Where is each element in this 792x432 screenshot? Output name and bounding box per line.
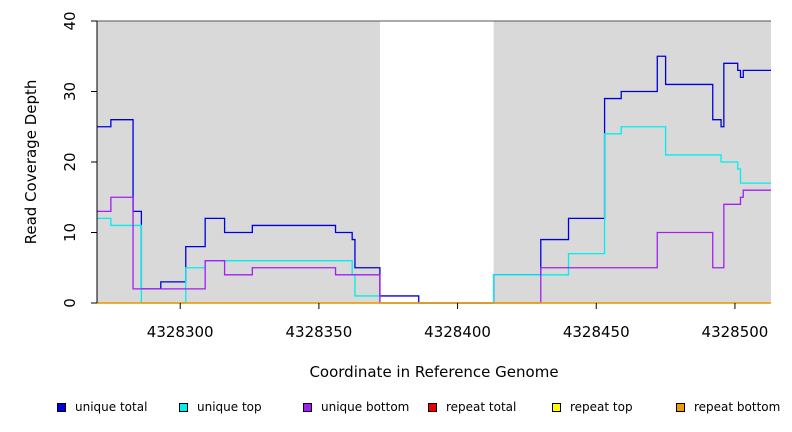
legend-label: repeat bottom [694,400,781,414]
legend: unique total unique top unique bottom re… [0,400,792,420]
legend-item-unique-top: unique top [179,400,262,414]
legend-swatch-repeat-bottom [676,402,685,412]
series-line-unique-bottom [97,189,771,304]
legend-swatch-unique-total [57,402,66,412]
x-tick-label: 4328400 [424,323,491,341]
legend-item-unique-total: unique total [57,400,147,414]
legend-item-repeat-total: repeat total [428,400,516,414]
legend-swatch-unique-top [179,402,188,412]
legend-swatch-repeat-top [552,402,561,412]
x-tick-label: 4328300 [147,323,214,341]
legend-label: repeat top [570,400,633,414]
y-tick-label: 0 [61,298,79,308]
y-axis-label: Read Coverage Depth [22,80,40,245]
coverage-chart: 0 10 20 30 40 4328300 4328350 4328400 4328450 432… [22,11,771,381]
x-axis-label: Coordinate in Reference Genome [309,363,558,381]
legend-item-repeat-bottom: repeat bottom [676,400,780,414]
axes: 0 10 20 30 40 4328300 4328350 4328400 4328450 432… [61,11,771,341]
legend-label: unique total [75,400,148,414]
y-tick-label: 20 [61,152,79,171]
series-line-unique-top [97,126,771,304]
legend-label: unique bottom [321,400,410,414]
legend-item-unique-bottom: unique bottom [303,400,409,414]
legend-item-repeat-top: repeat top [552,400,633,414]
shaded-region-0 [97,21,380,303]
legend-swatch-repeat-total [428,402,437,412]
shaded-regions [97,21,771,303]
series-lines [97,55,771,304]
x-tick-label: 4328500 [702,323,769,341]
x-tick-label: 4328450 [563,323,630,341]
y-tick-label: 10 [61,223,79,242]
y-tick-label: 40 [61,11,79,30]
legend-label: unique top [197,400,262,414]
x-tick-label: 4328350 [285,323,352,341]
legend-label: repeat total [446,400,517,414]
legend-swatch-unique-bottom [303,402,312,412]
y-tick-label: 30 [61,82,79,101]
